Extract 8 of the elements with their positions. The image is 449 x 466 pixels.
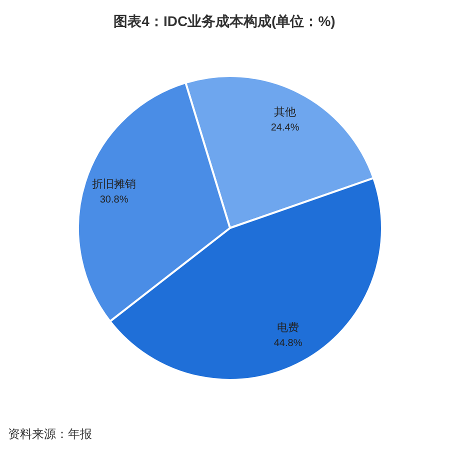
slice-label: 电费: [277, 320, 300, 334]
slice-label: 其他: [274, 106, 296, 119]
data-label: 24.4%: [270, 122, 300, 134]
slice-label: 折旧摊销: [92, 177, 136, 190]
data-label: 44.8%: [274, 338, 302, 349]
chart-title: 图表4：IDC业务成本构成(单位：%): [114, 13, 336, 29]
text: 资料来源：年报: [8, 427, 92, 441]
data-label: 30.8%: [100, 194, 128, 206]
